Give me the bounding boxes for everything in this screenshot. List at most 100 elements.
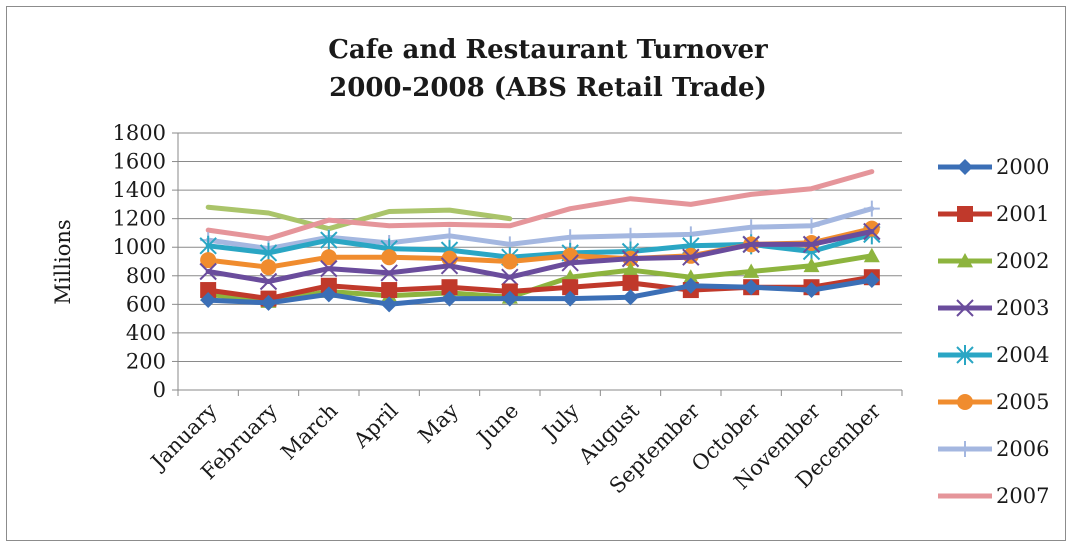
data-point-marker [320,249,337,266]
legend-item-2007: 2007 [938,484,1049,508]
y-tick-label: 1000 [113,235,166,259]
data-point-marker [803,282,820,299]
data-point-marker [622,227,639,244]
data-point-marker [622,289,639,306]
data-point-marker [381,249,398,266]
y-tick-label: 1800 [113,121,166,145]
y-tick-label: 1600 [113,150,166,174]
legend-label: 2005 [996,390,1049,414]
legend-label: 2004 [996,343,1049,367]
data-point-marker [863,272,880,289]
y-tick-label: 0 [153,378,166,402]
x-tick-label: May [414,398,464,448]
legend-marker [957,253,973,268]
series-line [205,169,875,242]
data-point-marker [562,229,579,246]
data-point-marker [803,257,820,273]
data-point-marker [682,248,700,266]
data-point-marker [260,294,277,311]
data-point-marker [200,292,217,309]
legend-item-2003: 2003 [938,296,1049,320]
legend: 2000 2001 2002 2003 2004 2005 2006 2007 [938,155,1049,508]
axes: 020040060080010001200140016001800January… [113,121,903,498]
data-point-marker [562,279,579,296]
data-point-marker [501,268,519,286]
legend-marker [957,441,973,457]
data-point-marker [742,235,760,254]
x-tick-label: March [276,399,342,465]
data-point-marker [441,290,458,307]
data-point-marker [682,269,699,284]
data-point-marker [743,279,760,296]
data-point-marker [320,277,337,294]
data-point-marker [441,279,458,296]
data-point-marker [863,247,880,263]
y-axis-label: Millions [51,219,75,304]
data-point-marker [743,219,760,236]
data-point-marker [199,262,217,281]
legend-item-2005: 2005 [938,390,1049,414]
series-2007 [205,169,875,242]
legend-item-2004: 2004 [938,343,1049,367]
series-2000 [200,272,880,313]
data-point-marker [381,296,398,313]
series-2003 [199,222,881,291]
legend-label: 2001 [996,202,1049,226]
y-tick-label: 600 [126,292,166,316]
x-tick-label: July [537,398,584,445]
data-point-marker [682,277,699,294]
legend-label: 2007 [996,484,1049,508]
y-tick-label: 1200 [113,207,166,231]
data-point-marker [621,249,640,268]
x-tick-label: April [348,398,403,453]
legend-label: 2000 [996,155,1049,179]
series-unlabeled [205,204,513,232]
legend-marker [957,394,973,410]
data-point-marker [320,230,338,251]
y-tick-label: 400 [126,321,166,345]
series-line [205,206,875,252]
data-point-marker [260,259,277,276]
series-line [205,204,513,232]
data-point-marker [320,286,337,303]
legend-label: 2003 [996,296,1049,320]
data-point-marker [743,263,760,278]
chart-title-line-1: Cafe and Restaurant Turnover [328,35,768,65]
data-point-marker [562,290,579,307]
y-tick-label: 200 [126,349,166,373]
legend-label: 2002 [996,249,1049,273]
y-tick-label: 800 [126,264,166,288]
legend-item-2000: 2000 [938,155,1049,179]
data-point-marker [863,200,880,217]
data-point-marker [440,257,459,275]
legend-marker [957,206,973,222]
data-point-marker [381,282,398,299]
data-point-marker [200,282,217,299]
data-point-marker [259,272,278,291]
series-lines [199,169,881,313]
legend-marker [957,159,973,175]
series-line [205,277,875,307]
data-point-marker [802,235,821,254]
data-point-marker [380,264,398,282]
series-line [205,229,875,284]
data-point-marker [622,262,639,277]
legend-item-2002: 2002 [938,249,1049,273]
legend-marker [956,345,974,365]
legend-item-2006: 2006 [938,437,1049,461]
y-tick-label: 1400 [113,178,166,202]
data-point-marker [561,254,579,272]
data-point-marker [863,222,881,241]
data-point-marker [501,253,518,270]
data-point-marker [320,259,338,278]
data-point-marker [803,217,820,234]
data-point-marker [622,274,639,291]
chart-title-line-2: 2000-2008 (ABS Retail Trade) [329,73,767,103]
x-tick-label: June [471,399,523,451]
grid-lines [178,132,902,391]
legend-marker [956,299,974,317]
legend-label: 2006 [996,437,1049,461]
legend-item-2001: 2001 [938,202,1049,226]
data-point-marker [501,290,518,307]
